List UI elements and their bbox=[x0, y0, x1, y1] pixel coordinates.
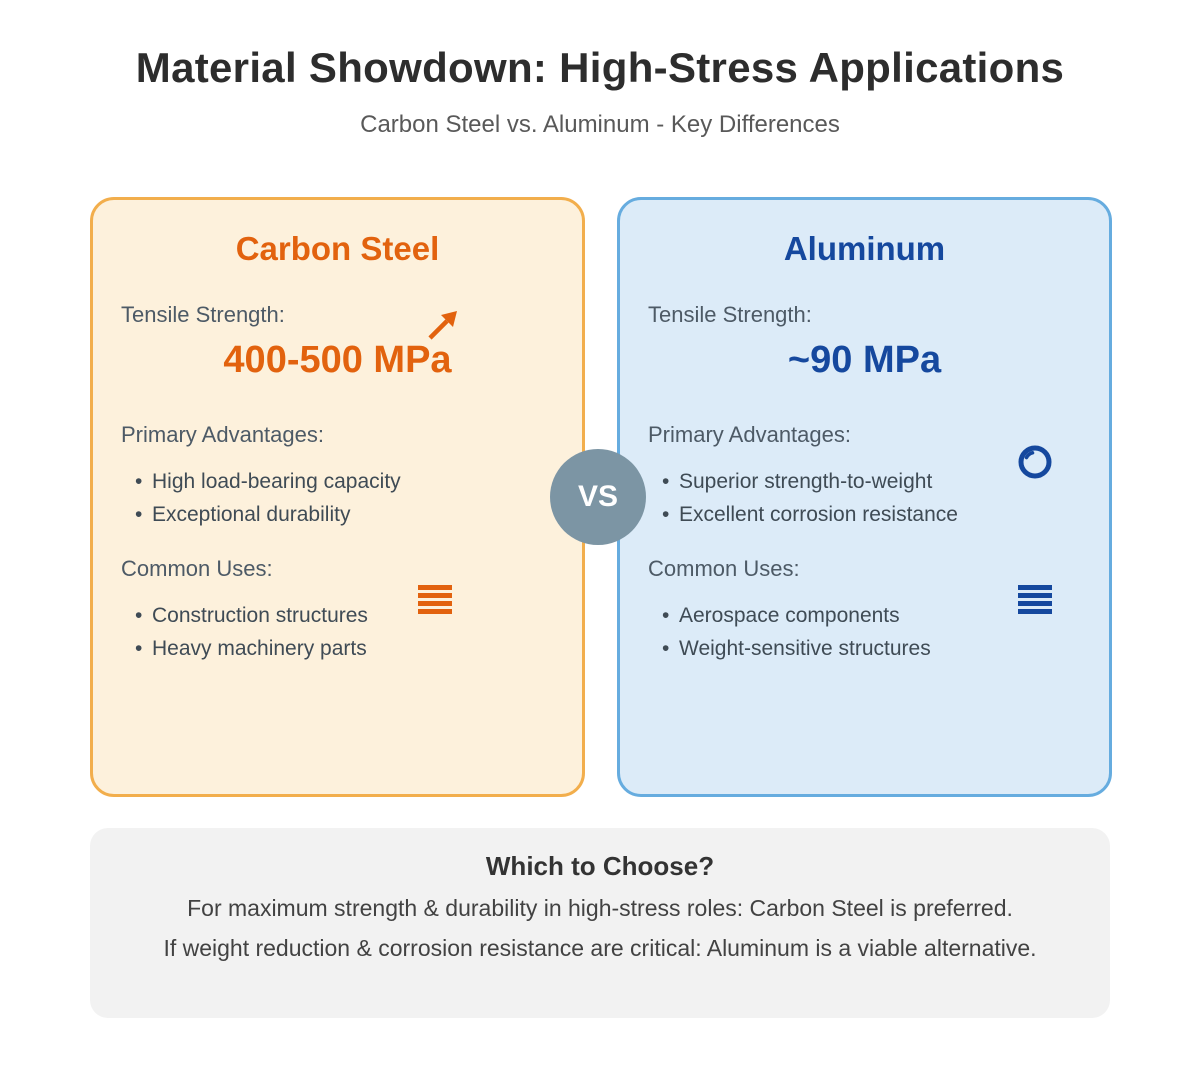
advantages-list: Superior strength-to-weight Excellent co… bbox=[662, 465, 958, 531]
page-subtitle: Carbon Steel vs. Aluminum - Key Differen… bbox=[360, 111, 840, 138]
stacked-bars-icon bbox=[1017, 584, 1053, 619]
advantages-label: Primary Advantages: bbox=[121, 422, 324, 447]
uses-list: Aerospace components Weight-sensitive st… bbox=[662, 599, 931, 665]
advantages-list: High load-bearing capacity Exceptional d… bbox=[135, 465, 401, 531]
tensile-strength-value: 400-500 MPa bbox=[223, 339, 452, 381]
advantages-label: Primary Advantages: bbox=[648, 422, 851, 447]
tensile-strength-value: ~90 MPa bbox=[787, 339, 942, 381]
aluminum-card: Aluminum Tensile Strength: ~90 MPa Prima… bbox=[617, 197, 1112, 797]
trend-up-arrow-icon bbox=[424, 306, 462, 349]
common-uses-label: Common Uses: bbox=[648, 556, 800, 581]
vs-badge: VS bbox=[550, 449, 646, 545]
tensile-strength-label: Tensile Strength: bbox=[121, 302, 285, 327]
conclusion-title: Which to Choose? bbox=[485, 851, 715, 881]
tensile-strength-label: Tensile Strength: bbox=[648, 302, 812, 327]
conclusion-line: If weight reduction & corrosion resistan… bbox=[163, 935, 1037, 961]
conclusion-line: For maximum strength & durability in hig… bbox=[187, 895, 1013, 921]
carbon-steel-card: Carbon Steel Tensile Strength: 400-500 M… bbox=[90, 197, 585, 797]
list-item: Excellent corrosion resistance bbox=[662, 498, 958, 531]
list-item: Weight-sensitive structures bbox=[662, 632, 931, 665]
list-item: Aerospace components bbox=[662, 599, 931, 632]
ring-circle-icon bbox=[1017, 444, 1053, 485]
page-title: Material Showdown: High-Stress Applicati… bbox=[135, 44, 1065, 91]
list-item: Construction structures bbox=[135, 599, 368, 632]
aluminum-title: Aluminum bbox=[783, 230, 946, 267]
conclusion-box: Which to Choose? For maximum strength & … bbox=[90, 828, 1110, 1018]
carbon-steel-title: Carbon Steel bbox=[235, 230, 440, 267]
list-item: Heavy machinery parts bbox=[135, 632, 368, 665]
stacked-bars-icon bbox=[417, 584, 453, 619]
uses-list: Construction structures Heavy machinery … bbox=[135, 599, 368, 665]
list-item: High load-bearing capacity bbox=[135, 465, 401, 498]
list-item: Exceptional durability bbox=[135, 498, 401, 531]
list-item: Superior strength-to-weight bbox=[662, 465, 958, 498]
common-uses-label: Common Uses: bbox=[121, 556, 273, 581]
